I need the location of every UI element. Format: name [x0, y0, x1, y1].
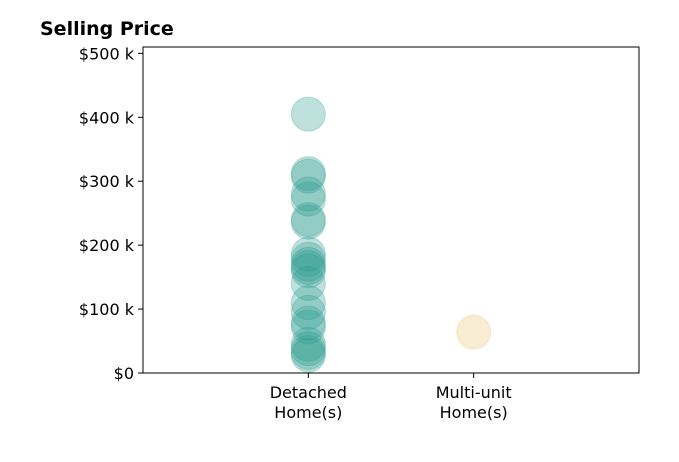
plot-area-frame [142, 46, 640, 374]
scatter-point [290, 158, 326, 194]
scatter-point [290, 96, 326, 132]
y-tick-label: $200 k [79, 236, 135, 255]
data-points [290, 96, 492, 373]
y-tick-label: $400 k [79, 108, 135, 127]
scatter-point [290, 285, 326, 321]
scatter-point [290, 337, 326, 373]
scatter-point [290, 236, 326, 272]
scatter-point [290, 326, 326, 362]
y-tick-label: $300 k [79, 172, 135, 191]
scatter-point [290, 305, 326, 341]
y-tick-label: $0 [114, 364, 134, 383]
scatter-point [290, 181, 326, 217]
x-tick-label: Multi-unit Home(s) [436, 383, 512, 422]
scatter-point [290, 250, 326, 286]
chart-title: Selling Price [40, 18, 174, 40]
scatter-point [290, 331, 326, 367]
scatter-point [290, 309, 326, 345]
scatter-point [290, 202, 326, 238]
y-tick-label: $500 k [79, 44, 135, 63]
y-axis: $0 $100 k $200 k $300 k $400 k $500 k [79, 44, 143, 383]
scatter-point [290, 176, 326, 212]
scatter-point [290, 246, 326, 282]
scatter-point [290, 156, 326, 192]
scatter-point [290, 204, 326, 240]
scatter-point [290, 241, 326, 277]
scatter-point [290, 253, 326, 289]
scatter-point [456, 314, 492, 350]
scatter-point [290, 294, 326, 330]
scatter-point [290, 335, 326, 371]
y-tick-label: $100 k [79, 300, 135, 319]
scatter-point [290, 266, 326, 302]
x-tick-label: Detached Home(s) [270, 383, 347, 422]
x-axis: Detached Home(s) Multi-unit Home(s) [270, 373, 512, 422]
